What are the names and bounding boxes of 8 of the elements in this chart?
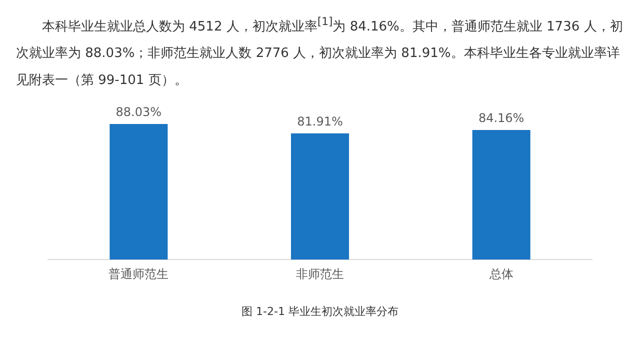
x-tick-label: 总体 [488,267,514,282]
data-label: 84.16% [478,111,524,126]
x-tick-label: 普通师范生 [108,267,169,282]
text: 本科毕业生就业总人数为 4512 人，初次就业率$^{[1]}$为 84.16%。其中，普通师范生就业 1736 人，初次就业率为 88.03%；非师范生就业人数 2776 人，初次就业率为 81.91%。本科毕业生各专业就业率详见附表一（第 99-101 页）。 [15,14,624,90]
data-label: 81.91% [297,114,343,129]
x-tick-label: 非师范生 [296,267,344,282]
text: 图 1-2-1 毕业生初次就业率分布 [240,304,400,320]
data-label: 88.03% [116,105,162,120]
